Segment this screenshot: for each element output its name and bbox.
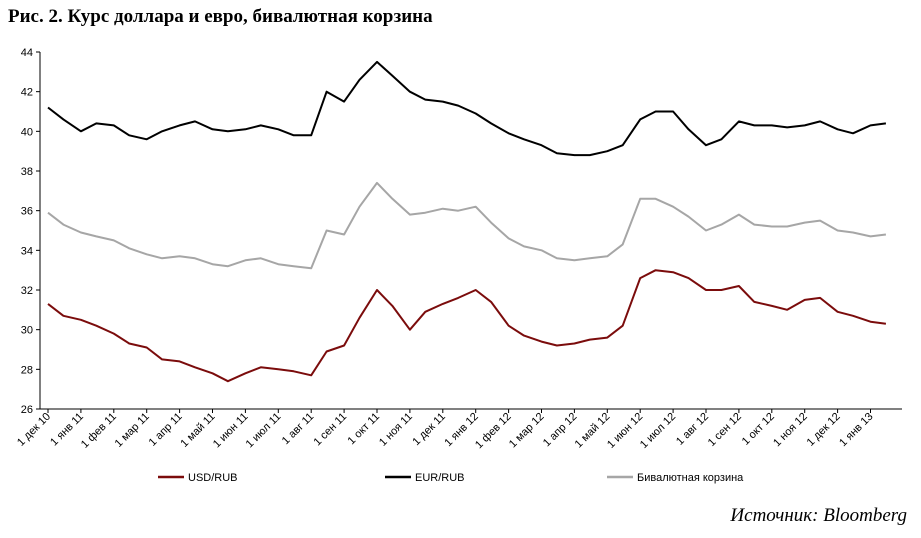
- legend-label-2: Бивалютная корзина: [637, 472, 744, 484]
- x-tick-label: 1 июн 11: [211, 411, 251, 451]
- y-tick-label: 44: [21, 47, 33, 59]
- x-tick-label: 1 июл 12: [638, 411, 678, 451]
- x-tick-label: 1 дек 12: [805, 411, 843, 449]
- x-tick-label: 1 авг 12: [674, 411, 711, 448]
- y-tick-label: 30: [21, 325, 33, 337]
- source-note: Источник: Bloomberg: [730, 505, 907, 526]
- y-axis-ticks: 26 28 30 32 34 36 38 40 42 44: [21, 47, 40, 416]
- y-tick-label: 32: [21, 285, 33, 297]
- x-tick-label: 1 мар 11: [113, 411, 152, 450]
- y-tick-label: 40: [21, 126, 33, 138]
- x-tick-label: 1 июл 11: [244, 411, 284, 451]
- series-line-2: [47, 181, 887, 270]
- series-line-0: [47, 269, 887, 383]
- x-tick-label: 1 окт 11: [346, 411, 383, 448]
- x-tick-label: 1 дек 10: [15, 411, 53, 449]
- x-tick-label: 1 ноя 11: [377, 411, 415, 449]
- x-tick-label: 1 янв 13: [837, 411, 875, 449]
- axes: [39, 52, 902, 410]
- line-chart: 26 28 30 32 34 36 38 40 42 44 1 дек 101 янв 111 ф…: [15, 47, 902, 484]
- x-tick-label: 1 сен 11: [312, 411, 350, 449]
- x-tick-label: 1 фев 12: [473, 411, 514, 452]
- series-lines: [47, 60, 887, 383]
- x-tick-label: 1 мар 12: [507, 411, 547, 451]
- y-tick-label: 34: [21, 245, 33, 257]
- y-tick-label: 26: [21, 404, 33, 416]
- chart-title: Рис. 2. Курс доллара и евро, бивалютная …: [8, 6, 433, 27]
- legend-label-1: EUR/RUB: [415, 472, 465, 484]
- x-tick-label: 1 фев 11: [79, 411, 119, 451]
- y-tick-label: 36: [21, 206, 33, 218]
- x-tick-label: 1 сен 12: [706, 411, 744, 449]
- legend: USD/RUB EUR/RUB Бивалютная корзина: [158, 472, 744, 484]
- x-tick-label: 1 ноя 12: [771, 411, 810, 450]
- x-tick-label: 1 авг 11: [280, 411, 317, 448]
- y-tick-label: 38: [21, 166, 33, 178]
- series-line-1: [47, 60, 887, 157]
- x-tick-label: 1 дек 11: [410, 411, 447, 448]
- legend-label-0: USD/RUB: [188, 472, 238, 484]
- x-axis-ticks: 1 дек 101 янв 111 фев 111 мар 111 апр 11…: [15, 409, 876, 451]
- y-tick-label: 42: [21, 87, 33, 99]
- y-tick-label: 28: [21, 364, 33, 376]
